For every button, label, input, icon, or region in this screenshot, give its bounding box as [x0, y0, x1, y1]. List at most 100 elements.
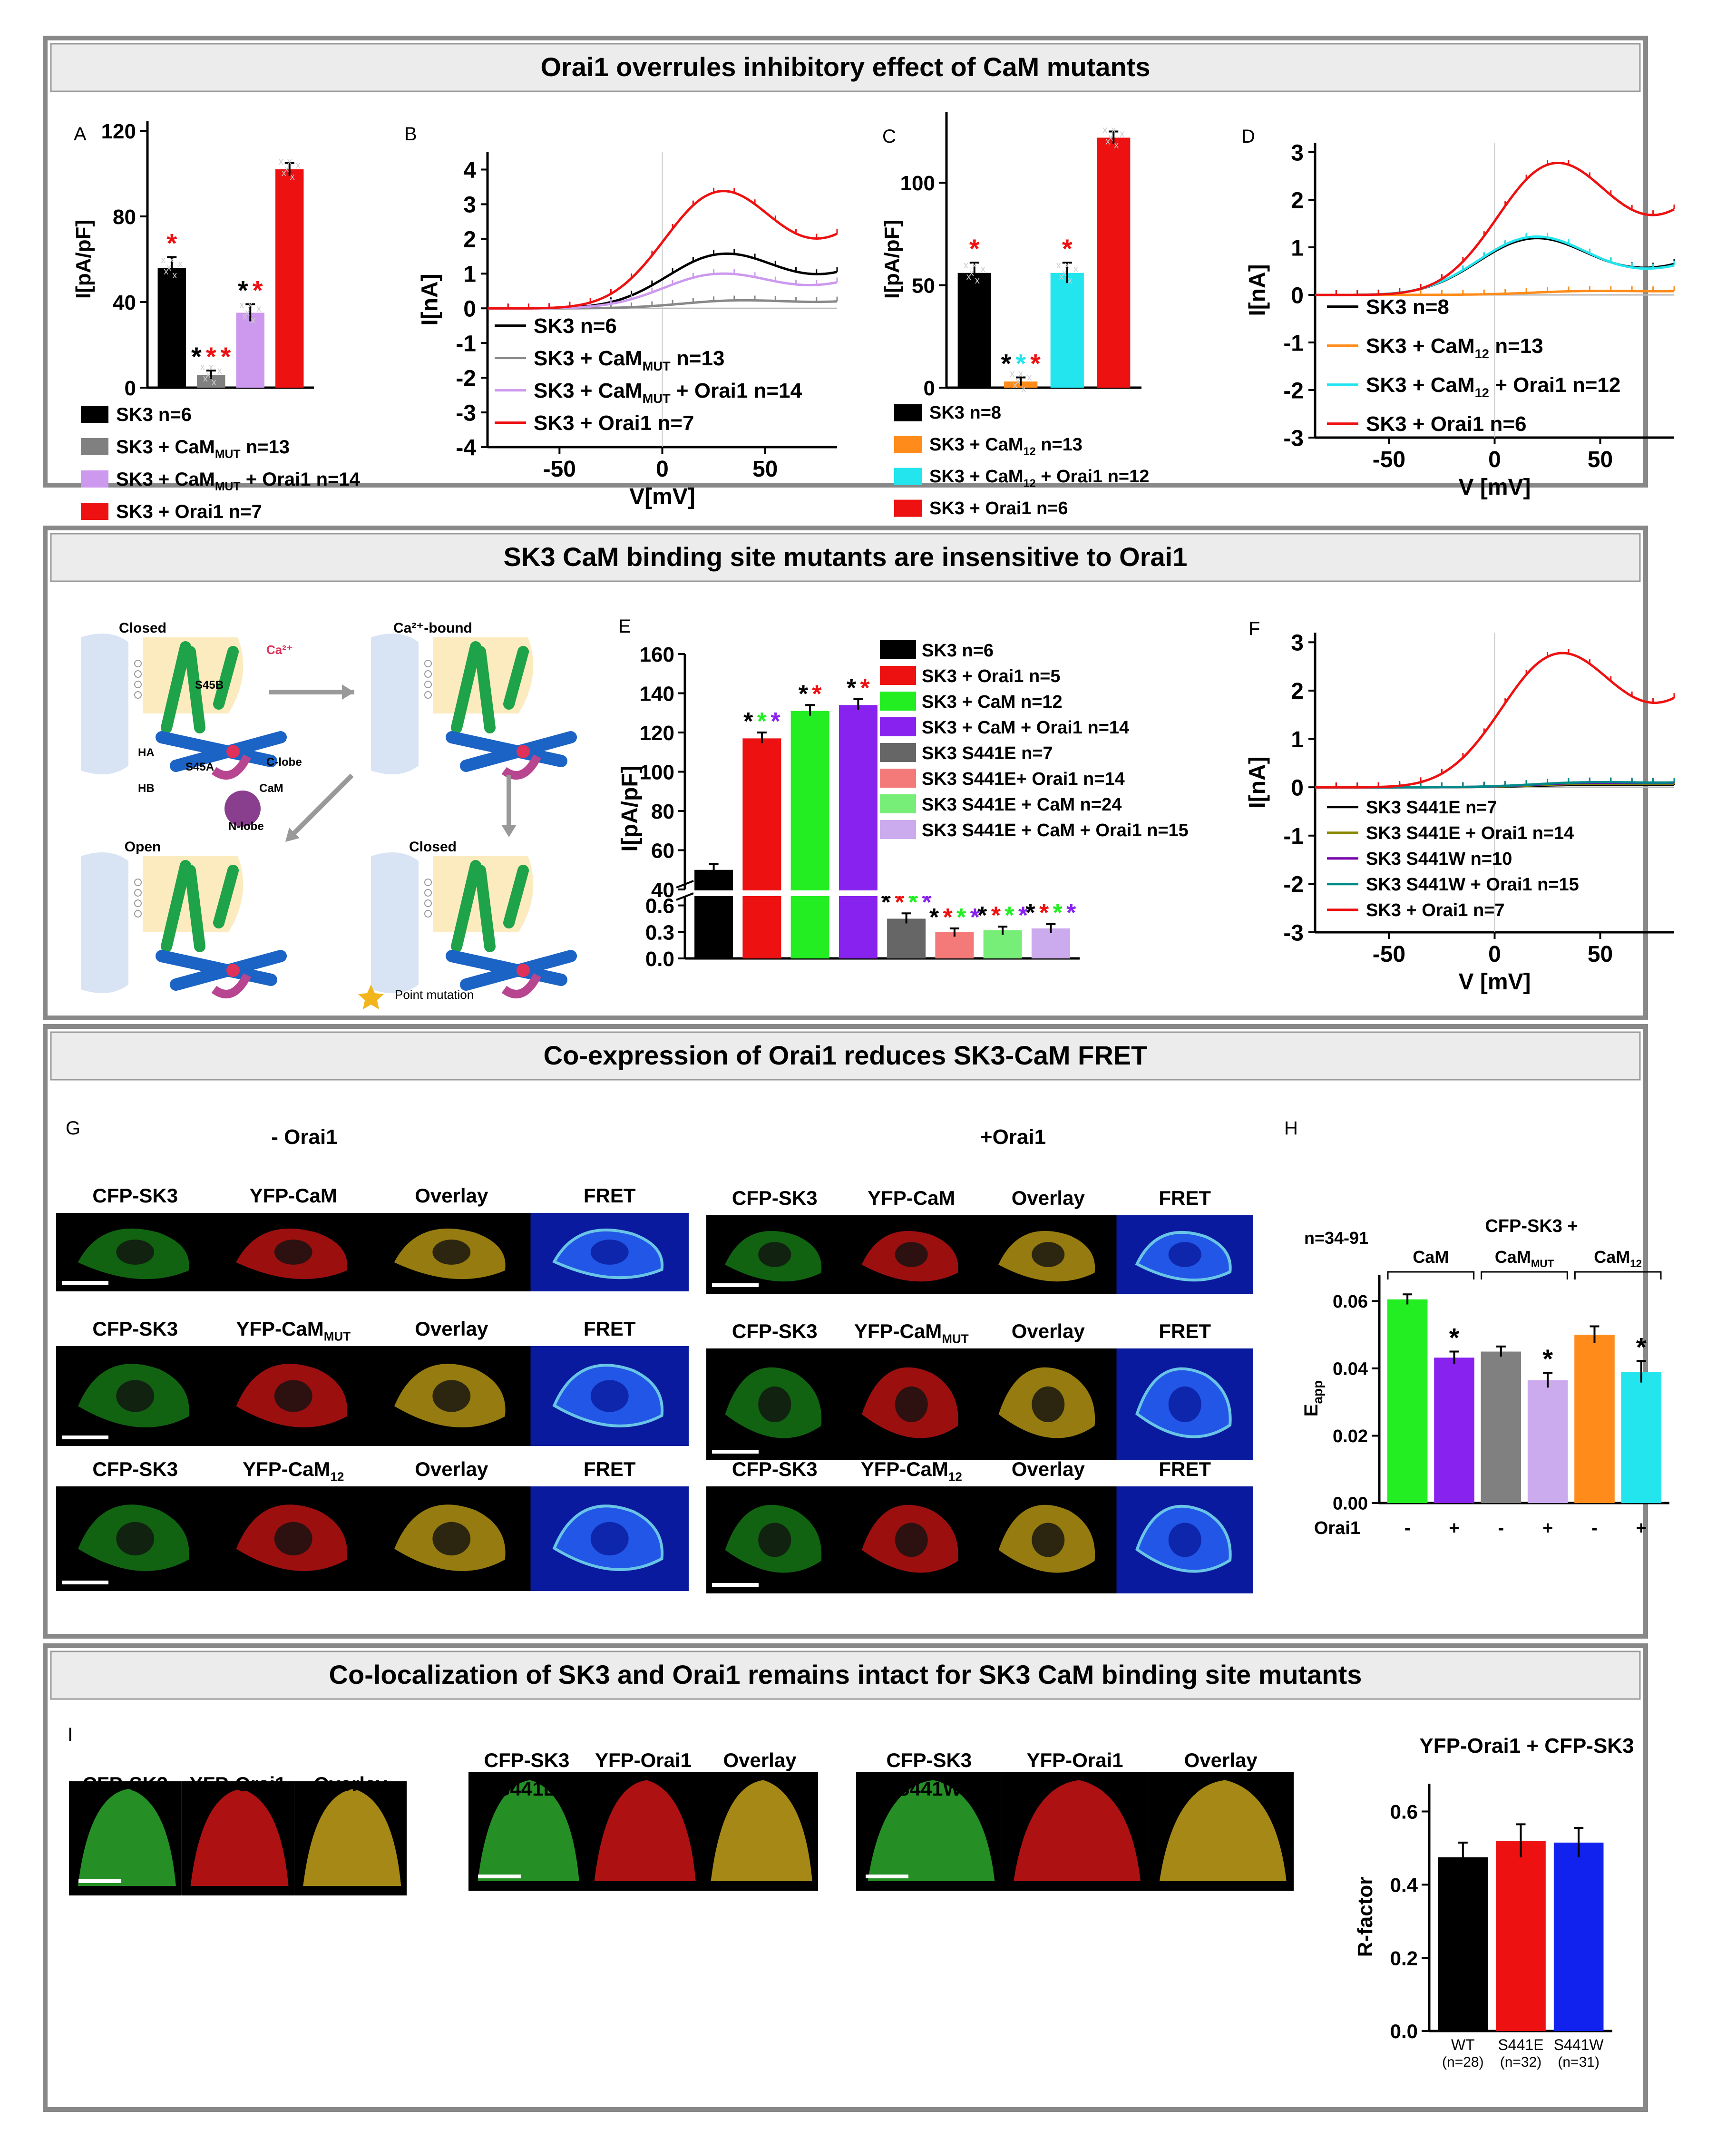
bar: [957, 273, 991, 388]
section-header: [50, 1031, 1641, 1081]
image-column-label: YFP-Orai1: [1026, 1749, 1123, 1771]
data-point: x: [1068, 275, 1073, 286]
image-column-label: FRET: [1159, 1320, 1211, 1342]
image-column-label: CFP-SK3: [92, 1458, 178, 1480]
y-tick-label: -1: [1283, 824, 1304, 849]
y-tick-label: 3: [463, 193, 476, 218]
panel-letter: A: [74, 124, 87, 145]
helix-shape: [213, 865, 239, 928]
data-point: x: [169, 255, 174, 265]
image-column-label: YFP-CaM12: [861, 1458, 962, 1484]
y-tick-label: 40: [651, 879, 674, 902]
significance-star: *: [1542, 1344, 1553, 1374]
panel-letter: E: [618, 616, 631, 637]
schematic-label: S45B: [195, 679, 224, 692]
y-tick-label: 0.6: [645, 895, 674, 918]
series-line: [1315, 162, 1675, 296]
arrow-head: [342, 684, 354, 700]
y-tick-label: 0.02: [1333, 1426, 1368, 1446]
data-point: x: [1013, 380, 1017, 391]
image-column-label: CFP-SK3: [92, 1318, 178, 1340]
y-tick-label: 0.0: [645, 947, 674, 971]
legend-label: SK3 S441E n=7: [922, 743, 1053, 763]
nucleus-shape: [1168, 1523, 1201, 1557]
y-tick-label: 120: [640, 722, 674, 745]
ion-dot: [134, 691, 142, 699]
ca-ion: [517, 745, 530, 758]
significance-star: *: [1039, 899, 1049, 927]
nucleus-shape: [1168, 1386, 1201, 1423]
section-frame: [43, 36, 1648, 488]
membrane-shape: [371, 852, 419, 993]
nucleus-shape: [758, 1242, 791, 1267]
x-tick-label: 50: [1588, 942, 1613, 967]
y-axis-label: I[nA]: [1245, 756, 1270, 808]
y-tick-label: -1: [456, 331, 476, 356]
helix-shape: [451, 641, 481, 733]
significance-star: *: [1001, 348, 1012, 378]
legend-label: SK3 S441E+ Orai1 n=14: [922, 769, 1125, 789]
data-point: x: [972, 260, 977, 271]
legend-label: SK3 S441W n=10: [1366, 849, 1512, 869]
significance-star: *: [812, 680, 822, 708]
y-tick-label: 0.4: [1390, 1874, 1418, 1896]
series-line: [488, 190, 838, 310]
legend-label: SK3 + CaM12 n=13: [1366, 334, 1543, 361]
legend-label: SK3 n=8: [1366, 295, 1449, 319]
ion-dot: [134, 889, 142, 897]
significance-star: *: [1053, 899, 1063, 927]
data-point: x: [239, 300, 244, 311]
cam-shape: [501, 973, 542, 998]
y-tick-label: 1: [1291, 235, 1304, 261]
helix-shape: [161, 641, 191, 733]
bar: [157, 268, 186, 388]
orai-sign: -: [1404, 1518, 1411, 1538]
y-tick-label: 0.2: [1390, 1947, 1418, 1969]
y-tick-label: -3: [1283, 426, 1304, 451]
nucleus-shape: [116, 1240, 155, 1265]
legend-label: SK3 + CaM n=12: [922, 692, 1063, 712]
panel-letter: H: [1284, 1118, 1298, 1139]
ca-ion: [226, 745, 240, 758]
cell-shape: [868, 1780, 995, 1881]
y-tick-label: 0: [463, 297, 476, 322]
panel-letter: I: [68, 1724, 73, 1745]
orai-sign: +: [1449, 1518, 1459, 1538]
significance-star: *: [1636, 1332, 1647, 1362]
data-point: x: [282, 168, 286, 178]
legend-swatch: [894, 404, 922, 421]
data-point: x: [200, 362, 205, 372]
x-tick-label: S441W: [1554, 2036, 1604, 2053]
data-point: x: [178, 259, 183, 269]
data-point: x: [1056, 260, 1061, 271]
significance-star: *: [770, 708, 780, 735]
orai-sign: +: [1542, 1518, 1553, 1538]
y-tick-label: 0: [1291, 775, 1304, 801]
group-title: CFP-SK3 +: [1485, 1216, 1578, 1236]
nucleus-shape: [432, 1240, 471, 1265]
legend-swatch: [894, 436, 922, 453]
legend-swatch: [880, 743, 916, 762]
nucleus-shape: [432, 1380, 471, 1412]
helix-shape: [503, 865, 529, 928]
image-column-label: YFP-CaMMUT: [854, 1320, 969, 1346]
image-column-label: YFP-Orai1: [595, 1749, 692, 1771]
image-column-label: Overlay: [1184, 1749, 1258, 1771]
section-title: SK3 CaM binding site mutants are insensi…: [504, 542, 1188, 572]
ion-dot: [424, 889, 432, 897]
bar: [694, 869, 733, 958]
axis-break: [675, 890, 1089, 896]
legend-swatch: [880, 769, 916, 788]
legend-label: SK3 + CaM + Orai1 n=14: [922, 718, 1129, 738]
state-label: Open: [125, 839, 161, 855]
helix-shape: [503, 646, 529, 710]
section-header: [50, 533, 1641, 582]
significance-star: *: [969, 234, 980, 264]
chart-title: YFP-Orai1 + CFP-SK3: [1419, 1734, 1634, 1758]
ion-dot: [424, 670, 432, 678]
y-tick-label: 0: [1291, 283, 1304, 308]
y-tick-label: 0.00: [1333, 1494, 1368, 1514]
legend-swatch: [81, 438, 108, 455]
ion-dot: [134, 910, 142, 918]
